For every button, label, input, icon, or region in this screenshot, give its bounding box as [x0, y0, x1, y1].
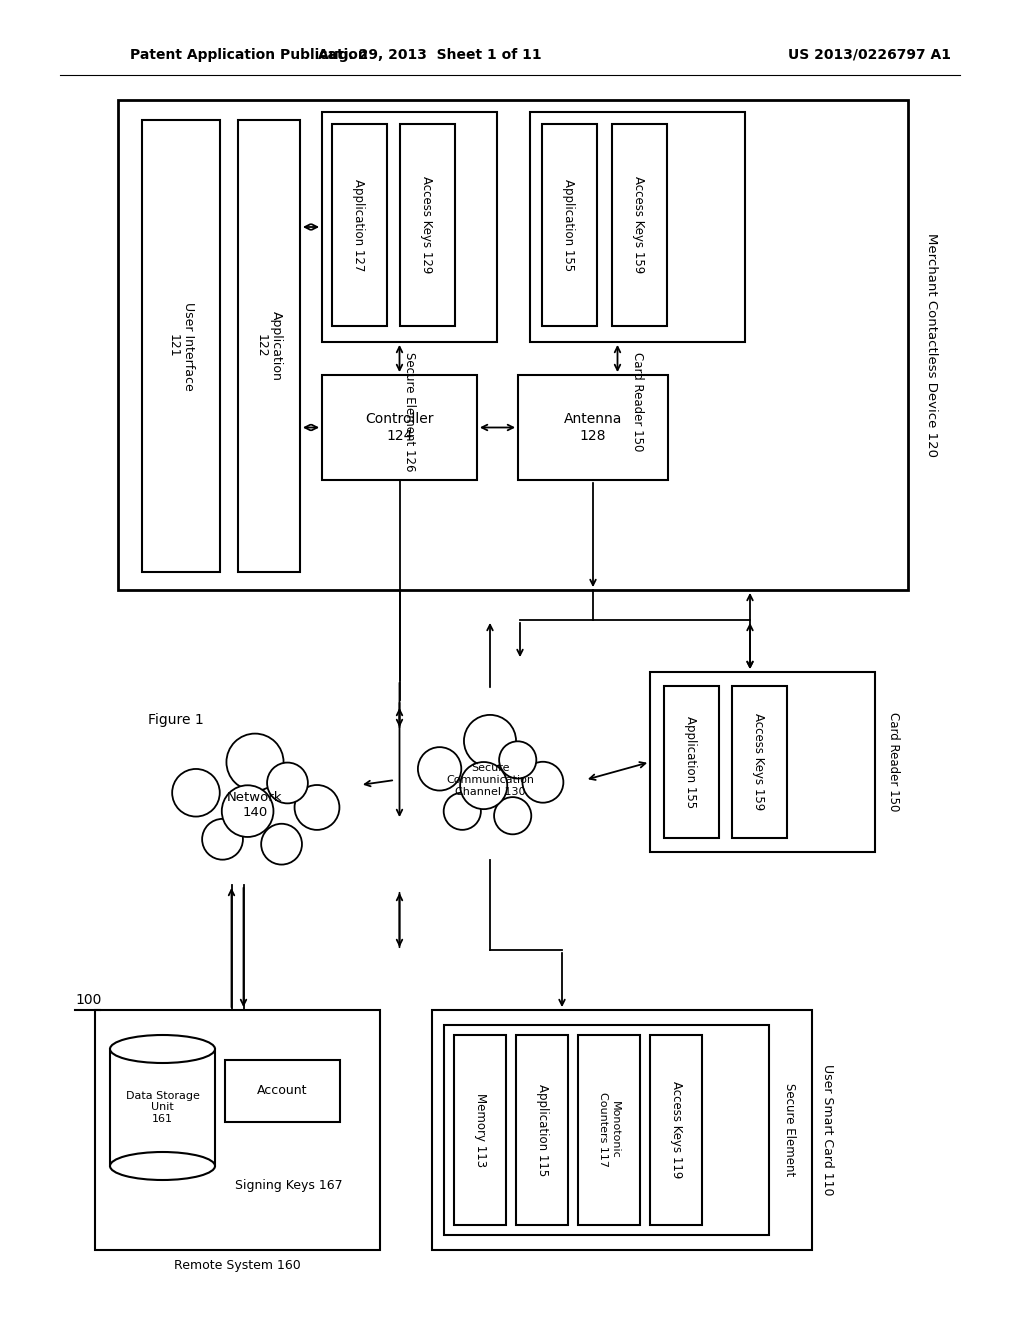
Bar: [612, 124, 667, 326]
Text: Secure
Communication
Channel 130: Secure Communication Channel 130: [446, 763, 534, 796]
Text: Access Keys 159: Access Keys 159: [633, 177, 645, 273]
Circle shape: [172, 770, 220, 817]
Bar: [322, 375, 477, 480]
Text: Application
122: Application 122: [255, 312, 283, 381]
Text: User Smart Card 110: User Smart Card 110: [821, 1064, 835, 1196]
Text: Application 127: Application 127: [352, 178, 366, 271]
Text: Data Storage
Unit
161: Data Storage Unit 161: [126, 1090, 200, 1125]
Text: Antenna
128: Antenna 128: [564, 412, 623, 442]
Bar: [530, 112, 745, 342]
Bar: [322, 112, 497, 342]
Bar: [664, 686, 719, 838]
Circle shape: [267, 763, 308, 804]
Text: US 2013/0226797 A1: US 2013/0226797 A1: [788, 48, 951, 62]
Text: Application 115: Application 115: [536, 1084, 549, 1176]
Circle shape: [464, 715, 516, 767]
Bar: [516, 1035, 568, 1225]
Bar: [110, 1049, 215, 1166]
Text: Signing Keys 167: Signing Keys 167: [234, 1179, 343, 1192]
Text: Access Keys 129: Access Keys 129: [421, 177, 433, 273]
Text: Access Keys 119: Access Keys 119: [670, 1081, 683, 1179]
Bar: [542, 124, 597, 326]
Circle shape: [226, 734, 284, 791]
Bar: [518, 375, 668, 480]
Text: Merchant Contactless Device 120: Merchant Contactless Device 120: [926, 234, 939, 457]
Circle shape: [295, 785, 339, 830]
Bar: [432, 1010, 812, 1250]
Text: Application 155: Application 155: [684, 715, 697, 808]
Circle shape: [261, 824, 302, 865]
Text: Remote System 160: Remote System 160: [174, 1259, 301, 1272]
Bar: [650, 1035, 702, 1225]
Text: Secure Element 126: Secure Element 126: [403, 352, 416, 471]
Circle shape: [499, 742, 537, 779]
Bar: [332, 124, 387, 326]
Circle shape: [418, 747, 461, 791]
Text: Secure Element: Secure Element: [783, 1084, 797, 1176]
Text: Network
140: Network 140: [227, 791, 283, 818]
Text: Card Reader 150: Card Reader 150: [631, 352, 644, 451]
Text: Patent Application Publication: Patent Application Publication: [130, 48, 368, 62]
Text: Application 155: Application 155: [562, 180, 575, 271]
Bar: [732, 686, 787, 838]
Text: Figure 1: Figure 1: [148, 713, 204, 727]
Text: Aug. 29, 2013  Sheet 1 of 11: Aug. 29, 2013 Sheet 1 of 11: [318, 48, 542, 62]
Circle shape: [443, 792, 481, 830]
Circle shape: [522, 762, 563, 803]
Circle shape: [222, 785, 273, 837]
Bar: [238, 120, 300, 572]
Bar: [142, 120, 220, 572]
Bar: [95, 1010, 380, 1250]
Text: Memory 113: Memory 113: [473, 1093, 486, 1167]
Text: Monotonic
Counters 117: Monotonic Counters 117: [598, 1093, 620, 1167]
Ellipse shape: [110, 1035, 215, 1063]
Text: User Interface
121: User Interface 121: [167, 302, 195, 391]
Circle shape: [494, 797, 531, 834]
Bar: [650, 672, 874, 851]
Bar: [400, 124, 455, 326]
Text: Access Keys 159: Access Keys 159: [753, 713, 766, 810]
Bar: [454, 1035, 506, 1225]
Bar: [225, 1060, 340, 1122]
Text: Controller
124: Controller 124: [366, 412, 434, 442]
Bar: [578, 1035, 640, 1225]
Circle shape: [460, 762, 507, 809]
Text: Card Reader 150: Card Reader 150: [887, 713, 899, 812]
Ellipse shape: [110, 1152, 215, 1180]
Bar: [444, 1026, 769, 1236]
Text: Account: Account: [257, 1085, 308, 1097]
Circle shape: [202, 818, 243, 859]
Text: 100: 100: [75, 993, 101, 1007]
Bar: [118, 100, 908, 590]
